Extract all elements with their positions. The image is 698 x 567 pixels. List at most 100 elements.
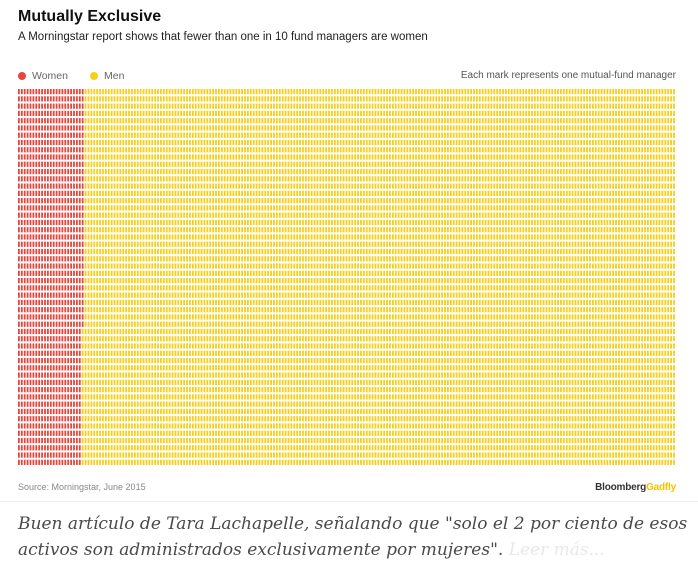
- waffle-mark-men: [87, 350, 90, 356]
- waffle-mark-men: [235, 365, 238, 371]
- waffle-mark-men: [275, 219, 278, 226]
- waffle-mark-men: [255, 263, 258, 269]
- waffle-mark-men: [136, 307, 139, 313]
- waffle-mark-men: [107, 278, 110, 284]
- waffle-mark-men: [174, 416, 177, 422]
- waffle-mark-men: [93, 387, 96, 393]
- waffle-mark-women: [52, 416, 55, 422]
- waffle-mark-men: [241, 343, 243, 349]
- waffle-mark-men: [206, 292, 209, 298]
- waffle-mark-men: [171, 219, 174, 226]
- waffle-mark-men: [275, 118, 278, 124]
- waffle-mark-women: [67, 147, 70, 153]
- waffle-mark-women: [67, 219, 70, 226]
- waffle-mark-men: [244, 445, 246, 451]
- waffle-mark-men: [122, 350, 125, 356]
- waffle-mark-women: [58, 147, 61, 153]
- waffle-mark-men: [122, 307, 125, 313]
- waffle-mark-men: [191, 445, 194, 451]
- waffle-mark-men: [235, 227, 238, 233]
- waffle-mark-men: [255, 96, 258, 102]
- waffle-mark-women: [64, 336, 67, 342]
- waffle-mark-women: [55, 379, 58, 385]
- waffle-mark-men: [183, 437, 186, 444]
- waffle-mark-men: [200, 270, 203, 276]
- waffle-mark-men: [273, 248, 275, 255]
- waffle-mark-men: [171, 437, 174, 444]
- waffle-mark-men: [133, 241, 136, 247]
- waffle-mark-women: [44, 328, 46, 335]
- waffle-mark-men: [235, 241, 238, 247]
- waffle-mark-men: [255, 379, 258, 385]
- waffle-mark-men: [241, 168, 243, 175]
- waffle-mark-men: [104, 241, 107, 247]
- waffle-mark-women: [67, 357, 70, 364]
- waffle-mark-men: [151, 437, 154, 444]
- waffle-mark-women: [20, 372, 23, 378]
- waffle-mark-men: [157, 437, 159, 444]
- waffle-mark-men: [183, 357, 186, 364]
- waffle-mark-women: [46, 227, 49, 233]
- waffle-mark-men: [252, 459, 255, 465]
- waffle-mark-men: [189, 321, 191, 327]
- waffle-mark-men: [220, 408, 223, 415]
- waffle-mark-men: [87, 118, 90, 124]
- waffle-mark-men: [203, 198, 206, 204]
- waffle-mark-men: [267, 161, 270, 167]
- waffle-mark-men: [99, 234, 101, 240]
- waffle-mark-men: [113, 168, 116, 175]
- waffle-mark-women: [18, 241, 20, 247]
- waffle-mark-men: [275, 336, 278, 342]
- waffle-mark-men: [194, 132, 197, 138]
- waffle-mark-men: [223, 139, 226, 146]
- waffle-mark-men: [128, 241, 130, 247]
- waffle-mark-men: [223, 328, 226, 335]
- waffle-mark-women: [46, 452, 49, 458]
- waffle-mark-women: [70, 227, 72, 233]
- waffle-mark-men: [93, 307, 96, 313]
- waffle-mark-men: [186, 365, 188, 371]
- waffle-mark-men: [160, 270, 162, 276]
- waffle-mark-men: [229, 118, 232, 124]
- waffle-mark-women: [23, 183, 26, 189]
- waffle-mark-men: [116, 256, 119, 262]
- waffle-mark-men: [90, 314, 93, 320]
- waffle-mark-women: [18, 365, 20, 371]
- waffle-mark-men: [197, 423, 200, 429]
- waffle-mark-men: [287, 343, 290, 349]
- waffle-mark-men: [212, 357, 215, 364]
- waffle-mark-men: [96, 154, 99, 160]
- waffle-mark-men: [90, 147, 93, 153]
- waffle-mark-men: [249, 212, 252, 218]
- waffle-mark-men: [212, 263, 215, 269]
- waffle-mark-men: [177, 416, 180, 422]
- waffle-mark-men: [264, 205, 267, 211]
- waffle-mark-men: [128, 394, 130, 400]
- waffle-mark-women: [41, 437, 43, 444]
- waffle-mark-men: [113, 89, 116, 95]
- waffle-mark-men: [104, 430, 107, 436]
- waffle-mark-men: [162, 394, 165, 400]
- waffle-mark-men: [183, 219, 186, 226]
- waffle-mark-women: [78, 205, 81, 211]
- waffle-mark-men: [142, 198, 145, 204]
- waffle-mark-men: [116, 132, 119, 138]
- waffle-mark-men: [287, 132, 290, 138]
- waffle-mark-men: [160, 430, 162, 436]
- waffle-mark-women: [58, 292, 61, 298]
- waffle-mark-men: [258, 270, 261, 276]
- waffle-mark-men: [197, 292, 200, 298]
- waffle-mark-men: [136, 452, 139, 458]
- waffle-mark-men: [235, 256, 238, 262]
- waffle-mark-men: [270, 198, 272, 204]
- waffle-mark-men: [264, 198, 267, 204]
- waffle-mark-men: [99, 125, 101, 131]
- waffle-mark-men: [180, 125, 183, 131]
- waffle-mark-men: [104, 219, 107, 226]
- waffle-mark-men: [119, 89, 122, 95]
- waffle-mark-women: [49, 372, 52, 378]
- waffle-mark-men: [133, 139, 136, 146]
- waffle-mark-men: [293, 205, 296, 211]
- waffle-mark-men: [220, 314, 223, 320]
- waffle-mark-men: [186, 270, 188, 276]
